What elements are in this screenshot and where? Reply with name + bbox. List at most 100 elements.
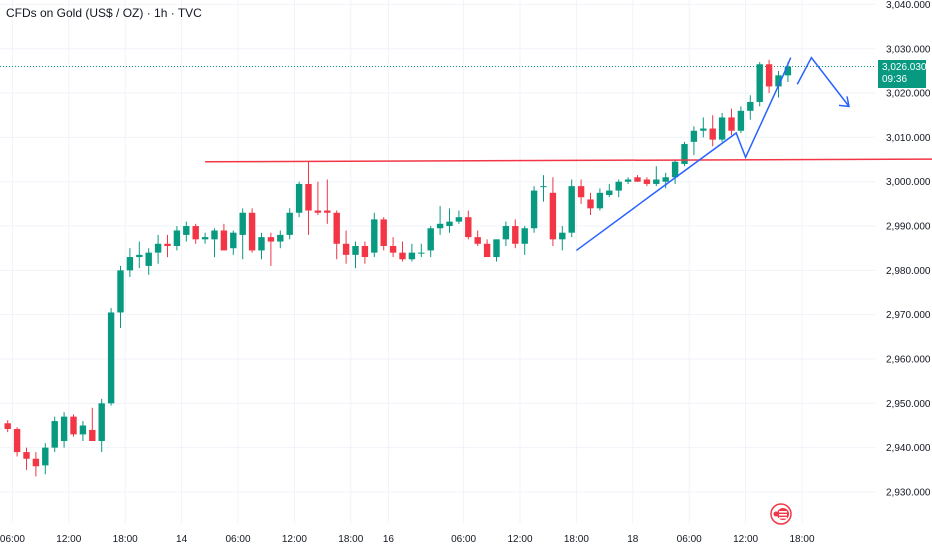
- price-tick-label: 2,950.000: [886, 399, 931, 410]
- candle-body: [32, 458, 40, 467]
- candle-body: [220, 230, 228, 251]
- time-tick-label: 18: [627, 534, 639, 545]
- candle-body: [615, 181, 622, 191]
- candle-body: [239, 212, 246, 235]
- candle-body: [361, 245, 369, 258]
- candle-body: [427, 228, 434, 251]
- candle-body: [211, 230, 218, 240]
- candle-body: [624, 179, 632, 182]
- candle-body: [634, 177, 641, 182]
- candle-body: [267, 237, 275, 242]
- candle-body: [700, 128, 707, 131]
- arrow-head: [838, 96, 850, 108]
- candle-body: [183, 226, 190, 235]
- time-tick-label: 12:00: [282, 534, 307, 545]
- time-tick-label: 12:00: [56, 534, 81, 545]
- candle-body: [737, 110, 745, 131]
- candle-body: [540, 186, 547, 188]
- candle-body: [728, 117, 735, 131]
- candle-body: [775, 75, 782, 87]
- time-tick-label: 18:00: [564, 534, 589, 545]
- candle-body: [79, 425, 87, 435]
- candle-body: [117, 270, 124, 313]
- time-tick-label: 12:00: [507, 534, 532, 545]
- price-tick-label: 2,990.000: [886, 222, 931, 233]
- time-axis[interactable]: 06:00 12:00 18:00 14 06:00 12:00 18:00 16 06:00 1…: [0, 534, 815, 545]
- candle-body: [352, 245, 359, 255]
- candlestick-series: [4, 59, 792, 477]
- price-tick-label: 2,960.000: [886, 355, 931, 366]
- candle-body: [230, 232, 237, 249]
- price-tick-label: 2,980.000: [886, 266, 931, 277]
- candle-body: [681, 144, 688, 164]
- candle-body: [643, 179, 651, 184]
- candle-body: [51, 421, 58, 448]
- candle-body: [286, 212, 293, 235]
- candle-body: [136, 254, 143, 258]
- candle-body: [342, 243, 350, 255]
- candle-body: [756, 64, 763, 102]
- candle-body: [559, 232, 566, 240]
- candle-body: [70, 416, 77, 435]
- candle-body: [13, 429, 21, 453]
- candle-body: [747, 101, 754, 111]
- time-tick-label: 06:00: [225, 534, 250, 545]
- candle-body: [98, 403, 105, 442]
- candle-body: [154, 243, 162, 253]
- candle-body: [474, 237, 481, 244]
- price-tick-label: 2,940.000: [886, 443, 931, 454]
- candle-body: [568, 186, 575, 233]
- candle-body: [145, 252, 152, 266]
- candle-body: [662, 177, 669, 182]
- candle-body: [126, 257, 134, 271]
- candle-body: [389, 245, 397, 253]
- candle-body: [465, 217, 472, 238]
- price-tick-label: 2,970.000: [886, 310, 931, 321]
- candle-body: [436, 223, 444, 229]
- candle-body: [671, 161, 679, 178]
- candle-body: [295, 183, 303, 213]
- last-price-label: 3,026.030 09:36: [878, 60, 927, 88]
- price-tick-label: 2,930.000: [886, 487, 931, 498]
- candle-body: [418, 252, 425, 254]
- candle-body: [709, 128, 716, 140]
- candle-body: [314, 210, 322, 213]
- last-price-value: 3,026.030: [882, 62, 927, 73]
- candle-body: [380, 219, 387, 246]
- price-axis[interactable]: 2,930.000 2,940.000 2,950.000 2,960.000 2,97…: [886, 0, 931, 498]
- candle-body: [577, 186, 585, 198]
- time-tick-label: 06:00: [0, 534, 25, 545]
- price-tick-label: 3,020.000: [886, 89, 931, 100]
- candle-body: [718, 117, 726, 140]
- candle-body: [173, 230, 181, 246]
- candle-body: [258, 237, 265, 251]
- candle-body: [164, 243, 171, 246]
- chart-title: CFDs on Gold (US$ / OZ) · 1h · TVC: [6, 6, 202, 20]
- candle-body: [653, 179, 660, 184]
- time-tick-label: 16: [383, 534, 395, 545]
- price-tick-label: 3,040.000: [886, 0, 931, 11]
- time-tick-label: 18:00: [338, 534, 363, 545]
- time-tick-label: 18:00: [789, 534, 814, 545]
- candle-body: [107, 312, 115, 404]
- candle-body: [784, 66, 792, 76]
- candle-body: [446, 221, 453, 227]
- time-tick-label: 18:00: [113, 534, 138, 545]
- time-tick-label: 14: [176, 534, 188, 545]
- candle-body: [277, 234, 284, 242]
- candle-body: [192, 226, 199, 240]
- candle-body: [530, 190, 538, 229]
- candle-body: [502, 226, 510, 240]
- candle-body: [201, 237, 209, 240]
- time-tick-label: 12:00: [733, 534, 758, 545]
- economic-events-icon[interactable]: [770, 503, 792, 525]
- candle-body: [455, 217, 463, 222]
- time-tick-label: 06:00: [451, 534, 476, 545]
- candle-body: [596, 192, 604, 209]
- candle-body: [371, 219, 378, 253]
- candle-body: [89, 429, 96, 442]
- pattern-line: [796, 56, 850, 107]
- candle-body: [483, 243, 491, 258]
- candle-body: [587, 199, 594, 209]
